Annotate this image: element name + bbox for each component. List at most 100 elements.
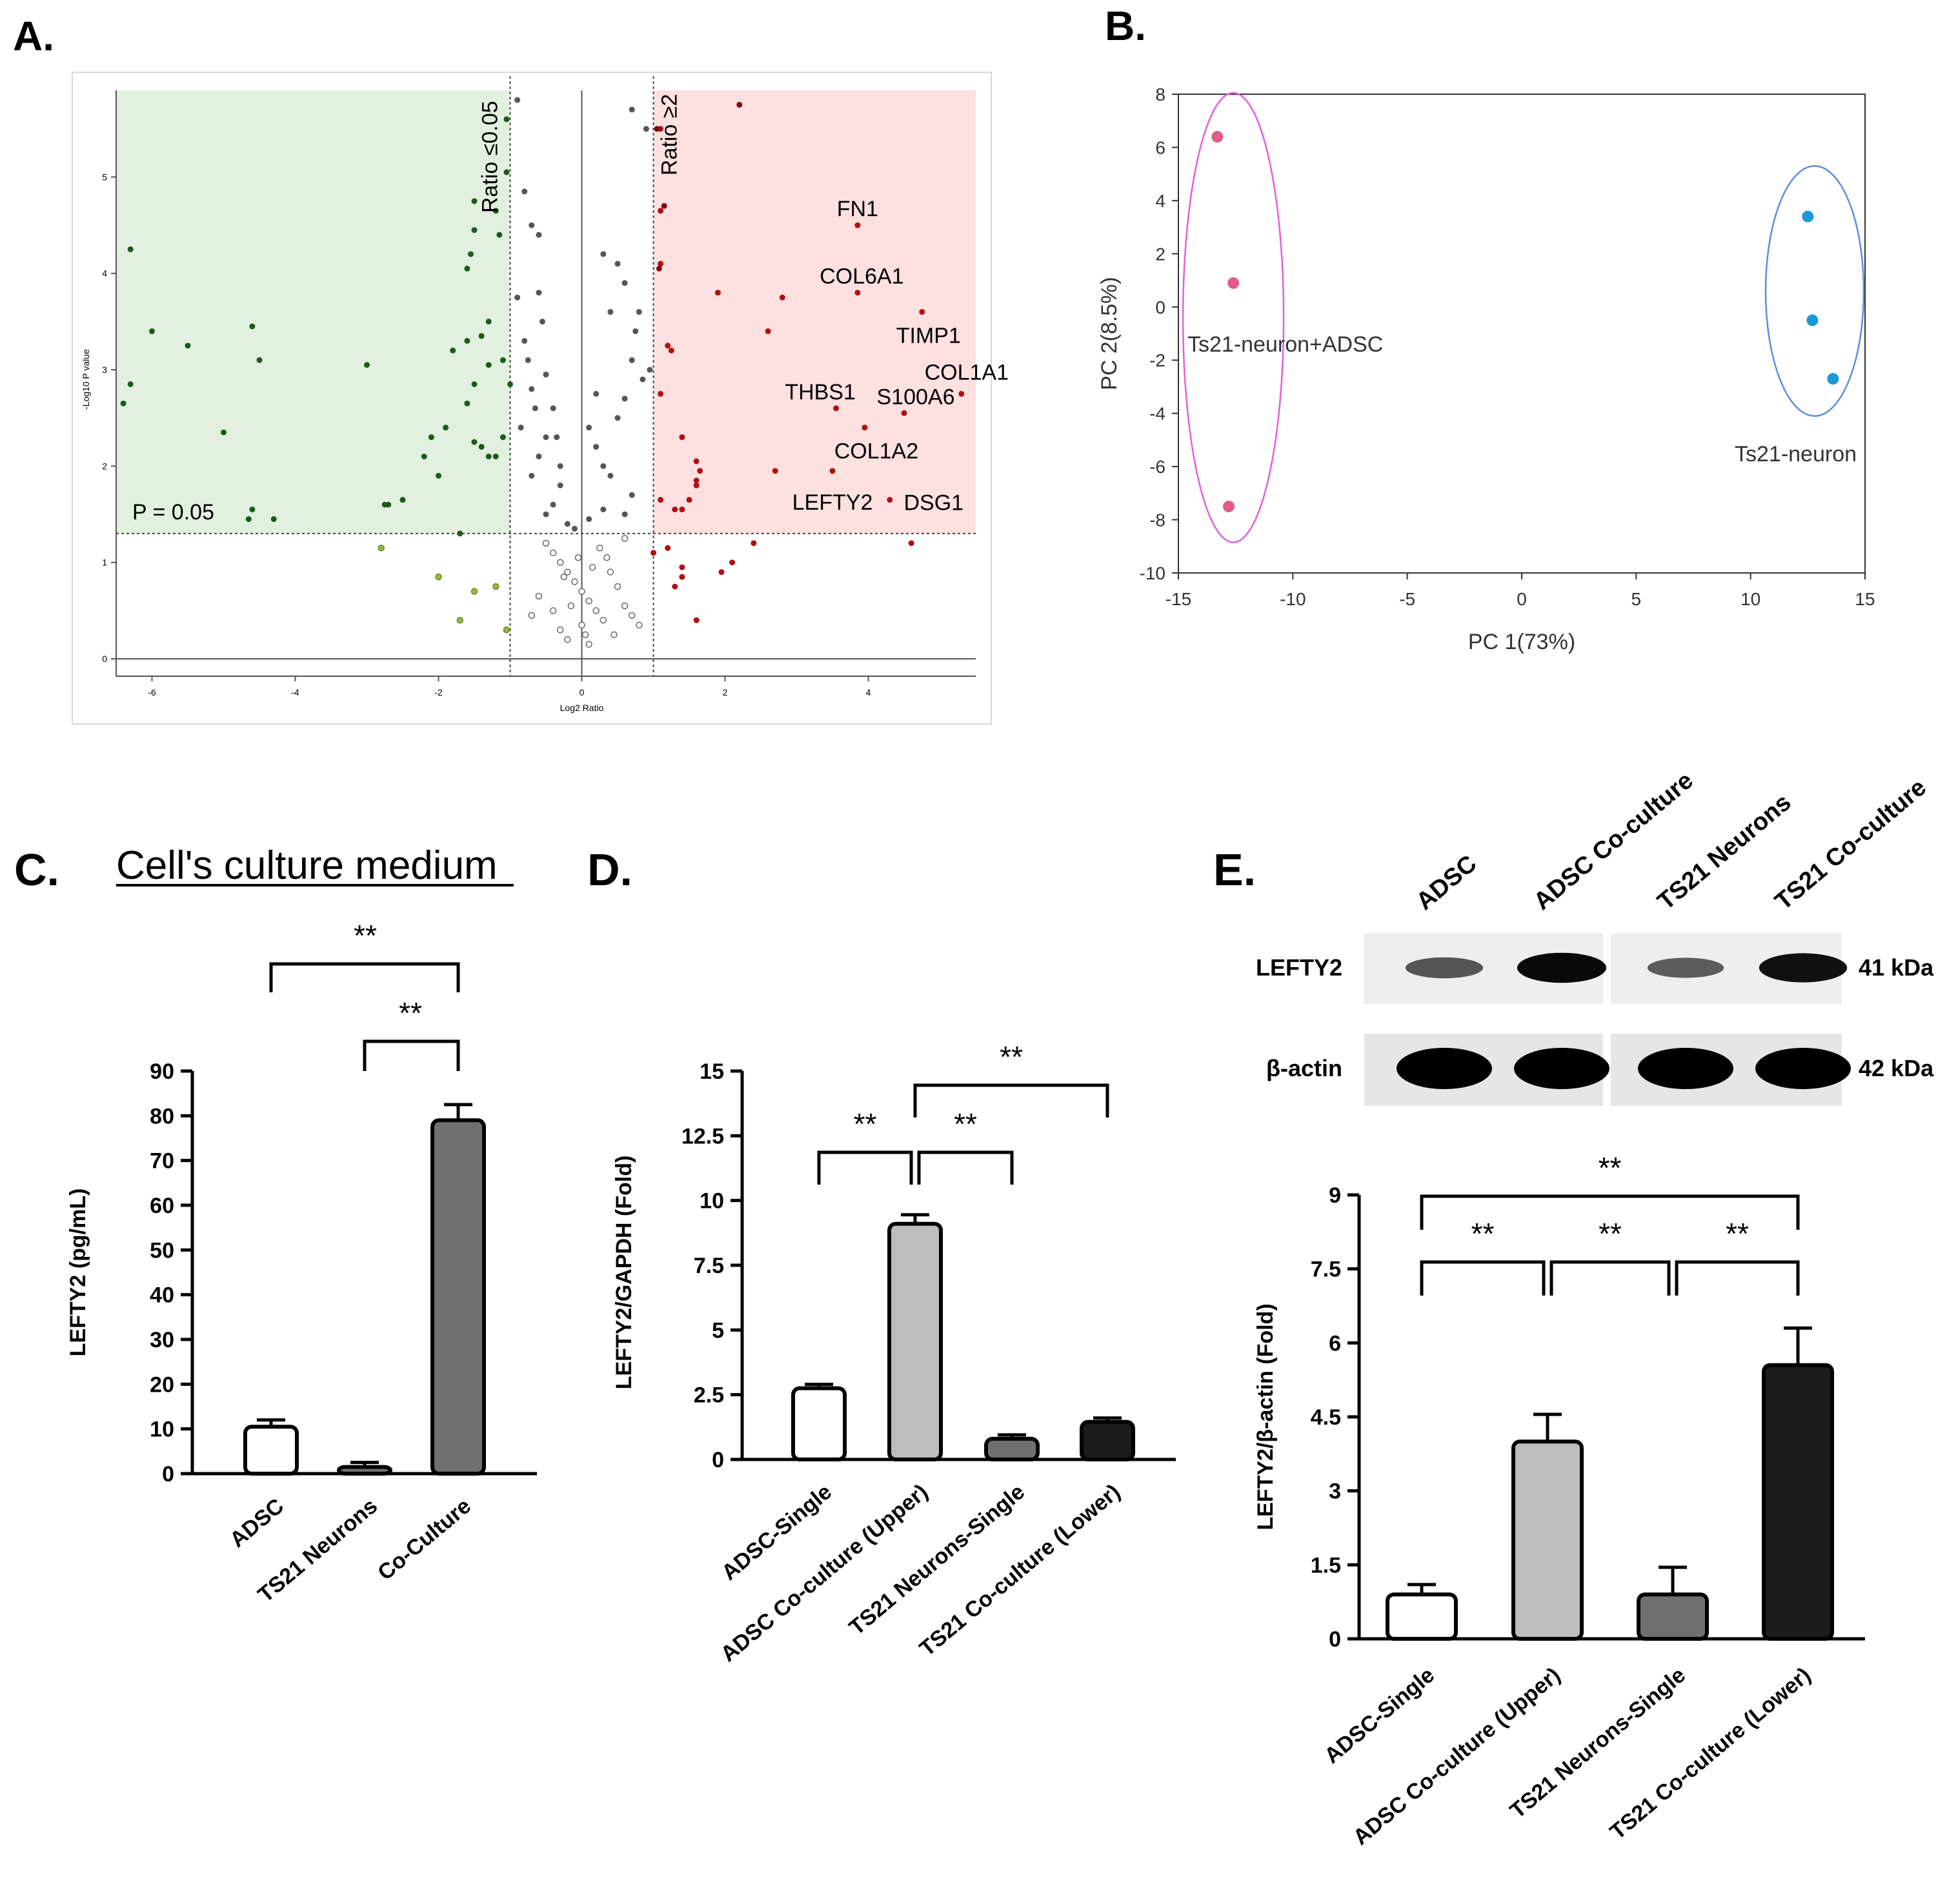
bar-y-tick-label: 40 [150,1283,174,1308]
volcano-point-grey-open [621,535,629,542]
volcano-point-red [658,208,664,214]
volcano-point-grey [629,106,635,113]
volcano-point-red [887,497,893,503]
bar [430,1118,486,1476]
pca-point [1806,314,1819,326]
volcano-point-red [693,482,700,488]
bar-y-tick-label: 3 [1329,1479,1341,1504]
volcano-point-green [485,318,492,325]
gene-label: THBS1 [785,380,856,405]
volcano-point-grey-open [564,568,571,576]
volcano-point-red [651,550,656,556]
volcano-point-grey-open [628,612,636,619]
significance-bracket [269,962,460,992]
bar-y-tick-label: 30 [150,1328,174,1352]
volcano-point-grey [532,405,538,412]
volcano-point-red [958,390,965,397]
volcano-point-green [492,208,499,214]
volcano-point-grey [621,396,628,402]
gene-label: COL6A1 [820,265,903,289]
significance-label: ** [854,1107,877,1141]
volcano-point-grey [571,525,578,532]
blot-band [1638,1048,1733,1089]
volcano-point-red [693,617,700,623]
volcano-point-grey [640,376,646,383]
volcano-point-grey-open [589,563,596,571]
pca-x-tick-label: -15 [1165,589,1191,609]
volcano-point-grey [539,318,545,325]
pca-group-ellipse [1764,165,1865,417]
volcano-point-green [496,232,503,238]
bar-y-tick-label: 0 [1329,1627,1341,1652]
panel-c-letter: C. [14,845,59,895]
significance-label: ** [954,1107,977,1141]
volcano-point-red [829,468,836,474]
pca-y-tick-label: -4 [1149,404,1165,424]
significance-bracket [1420,1260,1546,1296]
volcano-point-grey [521,188,528,195]
volcano-point-green [421,453,427,459]
pca-x-tick-label: -5 [1399,589,1415,609]
volcano-point-green [127,246,134,252]
volcano-point-red [672,583,678,590]
volcano-point-grey [550,501,556,508]
volcano-x-tick-label: 2 [723,687,728,697]
bar-y-tick-label: 4.5 [1311,1405,1341,1430]
bar [1080,1419,1135,1461]
volcano-point-grey [607,308,614,315]
volcano-point-red [919,308,925,315]
volcano-point-grey-open [560,573,567,581]
volcano-point-grey [607,472,614,479]
blot-band [1755,1048,1851,1089]
volcano-point-grey [554,434,560,441]
volcano-point-red [718,569,725,576]
volcano-point-green [381,501,388,508]
pca-group-ellipse [1182,92,1285,543]
volcano-point-red [765,328,771,334]
volcano-point-red [668,347,674,354]
bar-y-tick-label: 90 [150,1059,174,1084]
volcano-x-tick-label: -2 [434,687,443,697]
volcano-point-red [908,540,914,546]
volcano-point-grey-open [585,641,592,648]
panel-b-letter: B. [1105,3,1146,49]
pca-point [1223,500,1235,512]
volcano-point-light-green [470,588,478,595]
volcano-point-green [464,265,470,272]
volcano-point-green [464,400,470,406]
volcano-x-tick-label: -4 [291,687,299,697]
significance-bracket [363,1039,460,1071]
group-label-ts21-neuron-adsc: Ts21-neuron+ADSC [1187,332,1383,357]
panel-c-bar-chart: C. Cell's culture medium 0 10 20 30 40 50 60 70… [14,843,537,1607]
volcano-y-tick-label: 1 [102,557,107,568]
volcano-point-red [658,497,664,503]
volcano-point-grey [632,328,639,334]
panel-e-letter: E. [1213,845,1256,895]
volcano-x-tick-label: -6 [148,687,156,697]
volcano-point-grey-open [549,549,557,557]
volcano-point-grey [593,444,600,450]
volcano-point-grey [514,294,521,301]
volcano-y-tick-label: 0 [102,654,107,664]
volcano-point-green [485,362,492,368]
left-ratio-label: Ratio ≤0.05 [478,101,503,213]
volcano-point-grey [629,492,635,498]
volcano-point-grey-open [607,568,614,576]
volcano-point-grey [518,425,524,431]
volcano-point-grey-open [585,597,592,605]
gene-label: TIMP1 [896,323,961,348]
pca-point [1211,130,1224,143]
panel-c-title: Cell's culture medium [116,843,498,888]
significance-label: ** [1726,1217,1749,1250]
volcano-point-green [503,169,510,175]
volcano-point-red [658,261,664,267]
volcano-point-red [693,477,700,484]
volcano-point-red [772,468,778,474]
volcano-point-grey [600,506,607,513]
bar-y-tick-label: 1.5 [1311,1553,1341,1578]
bar-y-tick-label: 15 [700,1059,724,1084]
gene-label: FN1 [837,197,878,221]
volcano-point-light-green [378,545,385,552]
